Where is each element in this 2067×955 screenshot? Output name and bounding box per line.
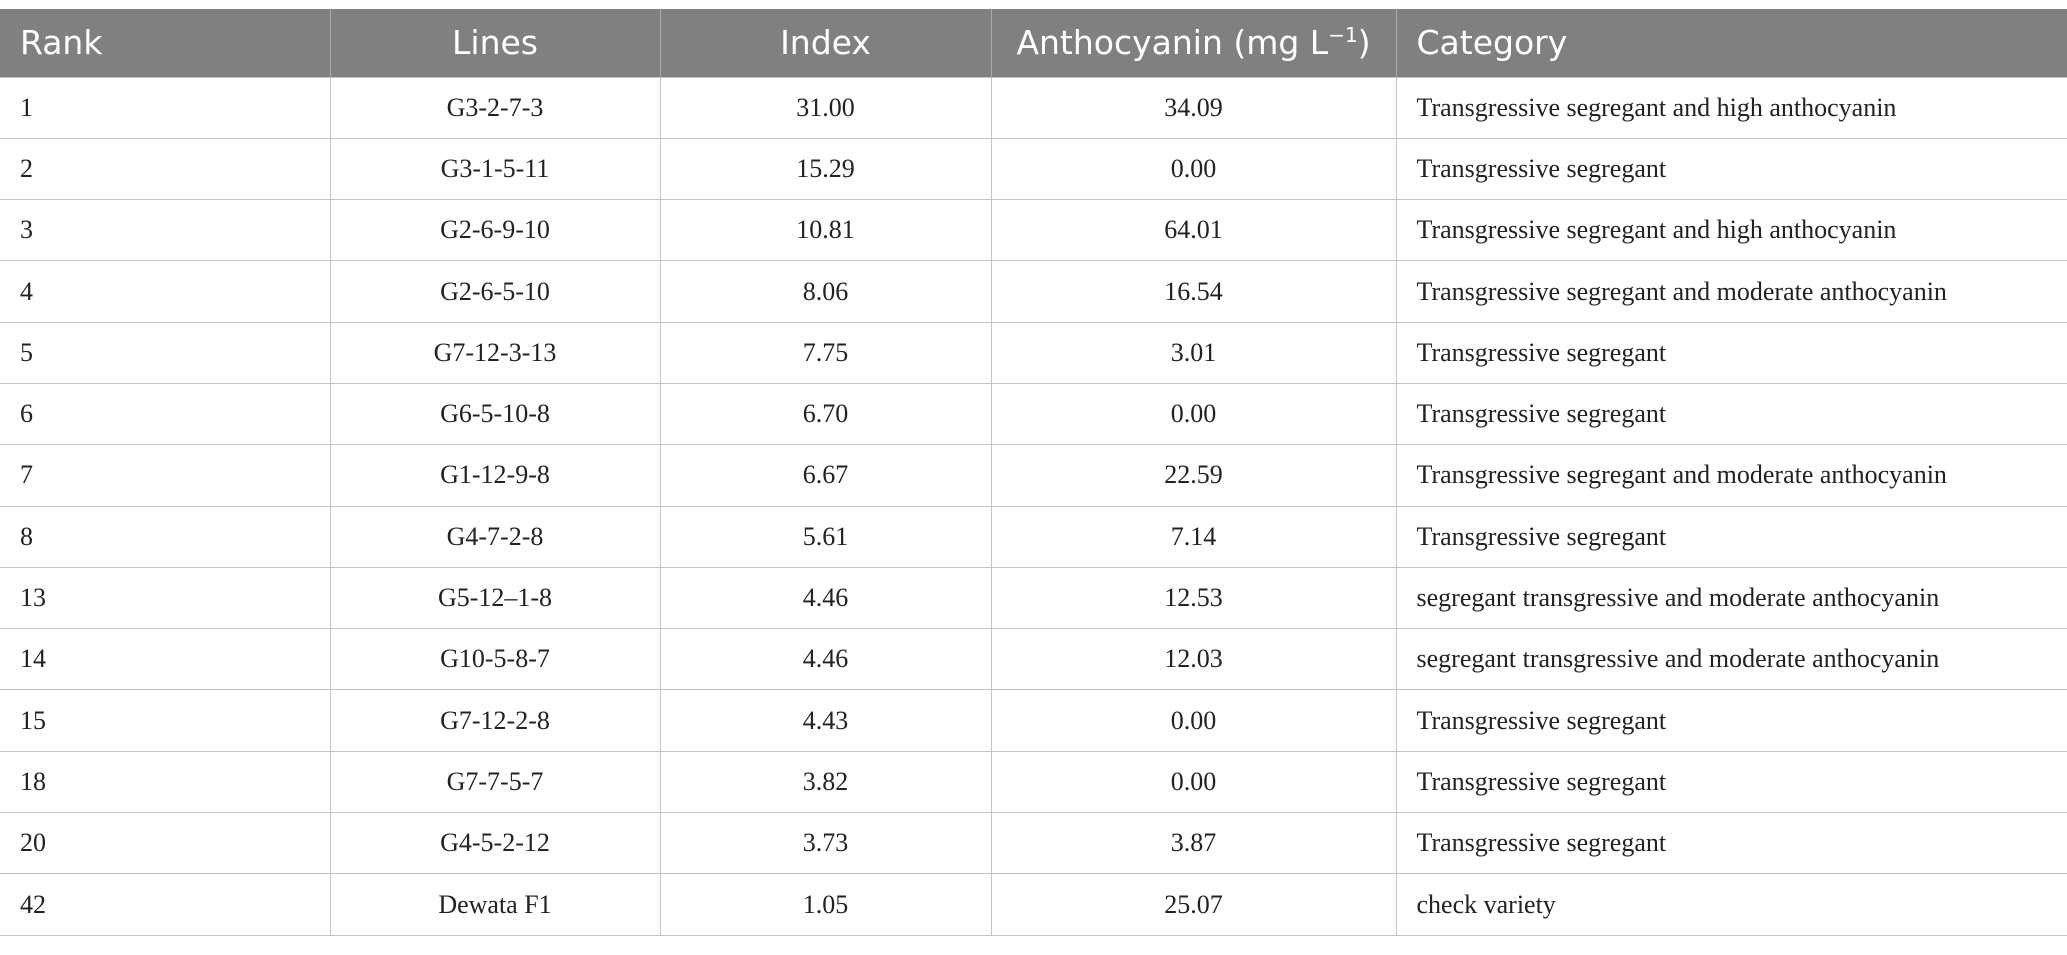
table-row: 4 G2-6-5-10 8.06 16.54 Transgressive seg… [0,260,2067,323]
header-index: Index [659,9,992,77]
cell-index: 3.82 [659,750,992,814]
table-row: 1 G3-2-7-3 31.00 34.09 Transgressive seg… [0,76,2067,139]
cell-category: Transgressive segregant [1395,689,2067,752]
cell-rank: 7 [0,444,331,507]
cell-anthocyanin: 0.00 [990,689,1397,752]
cell-rank: 15 [0,689,331,752]
cell-rank: 6 [0,382,331,446]
cell-category: segregant transgressive and moderate ant… [1395,628,2067,691]
cell-line: G5-12–1-8 [329,566,661,630]
cell-index: 4.43 [659,689,992,752]
cell-rank: 42 [0,873,331,936]
table-row: 20 G4-5-2-12 3.73 3.87 Transgressive seg… [0,812,2067,875]
header-rank: Rank [0,9,331,77]
cell-line: G4-7-2-8 [329,505,661,568]
cell-category: Transgressive segregant and moderate ant… [1395,260,2067,323]
cell-line: G7-12-2-8 [329,689,661,752]
table-row: 18 G7-7-5-7 3.82 0.00 Transgressive segr… [0,750,2067,814]
ranking-table: Rank Lines Index Anthocyanin (mg L−1) Ca… [0,9,2067,936]
table-row: 2 G3-1-5-11 15.29 0.00 Transgressive seg… [0,137,2067,201]
cell-anthocyanin: 22.59 [990,444,1397,507]
cell-line: G10-5-8-7 [329,628,661,691]
cell-category: Transgressive segregant and high anthocy… [1395,76,2067,139]
header-anthocyanin-superscript: −1 [1328,23,1358,48]
cell-category: Transgressive segregant [1395,382,2067,446]
header-lines: Lines [329,9,661,77]
cell-anthocyanin: 12.03 [990,628,1397,691]
table-row: 8 G4-7-2-8 5.61 7.14 Transgressive segre… [0,505,2067,568]
cell-index: 6.70 [659,382,992,446]
cell-category: check variety [1395,873,2067,936]
table-header: Rank Lines Index Anthocyanin (mg L−1) Ca… [0,9,2067,77]
cell-index: 7.75 [659,321,992,384]
cell-index: 3.73 [659,812,992,875]
cell-line: G4-5-2-12 [329,812,661,875]
cell-line: G3-1-5-11 [329,137,661,201]
cell-rank: 13 [0,566,331,630]
cell-index: 4.46 [659,628,992,691]
cell-line: Dewata F1 [329,873,661,936]
cell-rank: 20 [0,812,331,875]
cell-index: 6.67 [659,444,992,507]
cell-category: Transgressive segregant and high anthocy… [1395,199,2067,262]
table-row: 7 G1-12-9-8 6.67 22.59 Transgressive seg… [0,444,2067,507]
cell-rank: 3 [0,199,331,262]
cell-index: 1.05 [659,873,992,936]
cell-anthocyanin: 64.01 [990,199,1397,262]
header-anthocyanin: Anthocyanin (mg L−1) [990,9,1397,77]
cell-index: 10.81 [659,199,992,262]
header-anthocyanin-label: Anthocyanin (mg L [1016,23,1329,63]
table-row: 14 G10-5-8-7 4.46 12.03 segregant transg… [0,628,2067,691]
cell-anthocyanin: 3.01 [990,321,1397,384]
cell-index: 8.06 [659,260,992,323]
cell-category: Transgressive segregant [1395,137,2067,201]
table-row: 15 G7-12-2-8 4.43 0.00 Transgressive seg… [0,689,2067,752]
cell-category: Transgressive segregant and moderate ant… [1395,444,2067,507]
cell-rank: 2 [0,137,331,201]
table-row: 13 G5-12–1-8 4.46 12.53 segregant transg… [0,566,2067,630]
cell-line: G1-12-9-8 [329,444,661,507]
table-body: 1 G3-2-7-3 31.00 34.09 Transgressive seg… [0,76,2067,936]
cell-category: Transgressive segregant [1395,505,2067,568]
cell-line: G7-7-5-7 [329,750,661,814]
cell-anthocyanin: 7.14 [990,505,1397,568]
cell-anthocyanin: 16.54 [990,260,1397,323]
cell-index: 4.46 [659,566,992,630]
cell-line: G3-2-7-3 [329,76,661,139]
cell-anthocyanin: 34.09 [990,76,1397,139]
cell-rank: 5 [0,321,331,384]
cell-category: Transgressive segregant [1395,750,2067,814]
cell-index: 31.00 [659,76,992,139]
cell-line: G2-6-9-10 [329,199,661,262]
cell-rank: 4 [0,260,331,323]
header-row: Rank Lines Index Anthocyanin (mg L−1) Ca… [0,9,2067,77]
cell-anthocyanin: 0.00 [990,137,1397,201]
cell-rank: 8 [0,505,331,568]
cell-anthocyanin: 12.53 [990,566,1397,630]
cell-anthocyanin: 3.87 [990,812,1397,875]
header-category: Category [1395,9,2067,77]
cell-category: Transgressive segregant [1395,812,2067,875]
cell-anthocyanin: 0.00 [990,750,1397,814]
cell-rank: 14 [0,628,331,691]
cell-index: 5.61 [659,505,992,568]
cell-line: G6-5-10-8 [329,382,661,446]
cell-category: segregant transgressive and moderate ant… [1395,566,2067,630]
table-row: 6 G6-5-10-8 6.70 0.00 Transgressive segr… [0,382,2067,446]
cell-anthocyanin: 0.00 [990,382,1397,446]
cell-anthocyanin: 25.07 [990,873,1397,936]
cell-line: G7-12-3-13 [329,321,661,384]
header-anthocyanin-close: ) [1357,23,1371,63]
table-row: 3 G2-6-9-10 10.81 64.01 Transgressive se… [0,199,2067,262]
cell-index: 15.29 [659,137,992,201]
cell-rank: 1 [0,76,331,139]
cell-rank: 18 [0,750,331,814]
table-row: 42 Dewata F1 1.05 25.07 check variety [0,873,2067,936]
cell-category: Transgressive segregant [1395,321,2067,384]
cell-line: G2-6-5-10 [329,260,661,323]
table-row: 5 G7-12-3-13 7.75 3.01 Transgressive seg… [0,321,2067,384]
